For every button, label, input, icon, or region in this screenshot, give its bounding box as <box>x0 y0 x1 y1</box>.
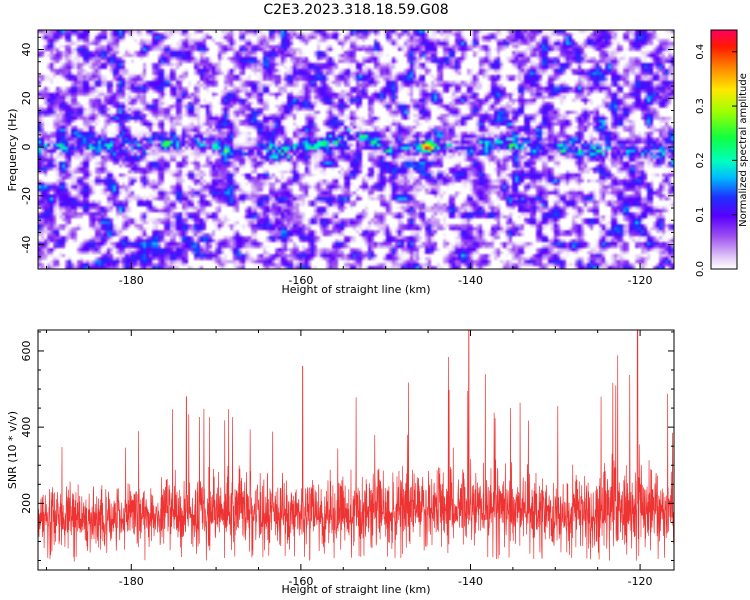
y-tick-label: 40 <box>20 43 33 57</box>
y-tick-label: 20 <box>20 91 33 105</box>
colorbar-tick-label: 0.0 <box>695 261 706 277</box>
spectrogram-frame <box>37 29 675 270</box>
y-tick-label: 200 <box>20 493 33 514</box>
spectrogram-image <box>38 30 674 269</box>
colorbar-tick-label: 0.3 <box>695 98 706 114</box>
y-tick-label: -20 <box>20 187 33 205</box>
snr-series <box>38 330 674 562</box>
x-tick-label: -120 <box>628 274 653 287</box>
x-tick-label: -120 <box>628 575 653 588</box>
x-tick-label: -140 <box>458 575 483 588</box>
x-tick-label: -180 <box>119 575 144 588</box>
snr-x-axis-label: Height of straight line (km) <box>281 583 430 596</box>
colorbar-label: Normalized spectral amplitude <box>738 73 749 227</box>
spectrogram-y-ticks: -40 -20 0 20 40 <box>20 36 674 270</box>
figure-title: C2E3.2023.318.18.59.G08 <box>263 2 448 18</box>
snr-frame <box>37 329 675 571</box>
x-tick-label: -160 <box>288 274 313 287</box>
snr-y-ticks: 200 400 600 <box>20 331 674 561</box>
snr-trace <box>38 330 674 562</box>
spectrogram-x-axis-label: Height of straight line (km) <box>281 283 430 296</box>
colorbar-gradient <box>710 29 738 270</box>
y-tick-label: 600 <box>20 340 33 361</box>
colorbar-tick-label: 0.2 <box>695 152 706 168</box>
y-tick-label: 400 <box>20 417 33 438</box>
snr-y-axis-label: SNR (10 * v/v) <box>6 411 19 489</box>
colorbar-tick-label: 0.4 <box>695 44 706 60</box>
x-tick-label: -160 <box>288 575 313 588</box>
snr-x-ticks: -180 -160 -140 -120 <box>45 330 653 588</box>
spectrogram-panel: -180 -160 -140 -120 -40 -20 0 20 40 Height of s… <box>6 29 675 296</box>
colorbar-tick-label: 0.1 <box>695 207 706 223</box>
spectrogram-y-axis-label: Frequency (Hz) <box>6 109 19 192</box>
colorbar: 0.0 0.1 0.2 0.3 0.4 Normalized spectral ampl… <box>695 29 749 277</box>
colorbar-ticks: 0.0 0.1 0.2 0.3 0.4 <box>695 44 737 277</box>
x-tick-label: -140 <box>458 274 483 287</box>
x-tick-label: -180 <box>119 274 144 287</box>
snr-panel: -180 -160 -140 -120 200 400 600 Height of str… <box>6 329 675 596</box>
y-tick-label: -40 <box>20 236 33 254</box>
spectrogram-x-ticks: -180 -160 -140 -120 <box>45 30 653 287</box>
y-tick-label: 0 <box>20 144 33 151</box>
